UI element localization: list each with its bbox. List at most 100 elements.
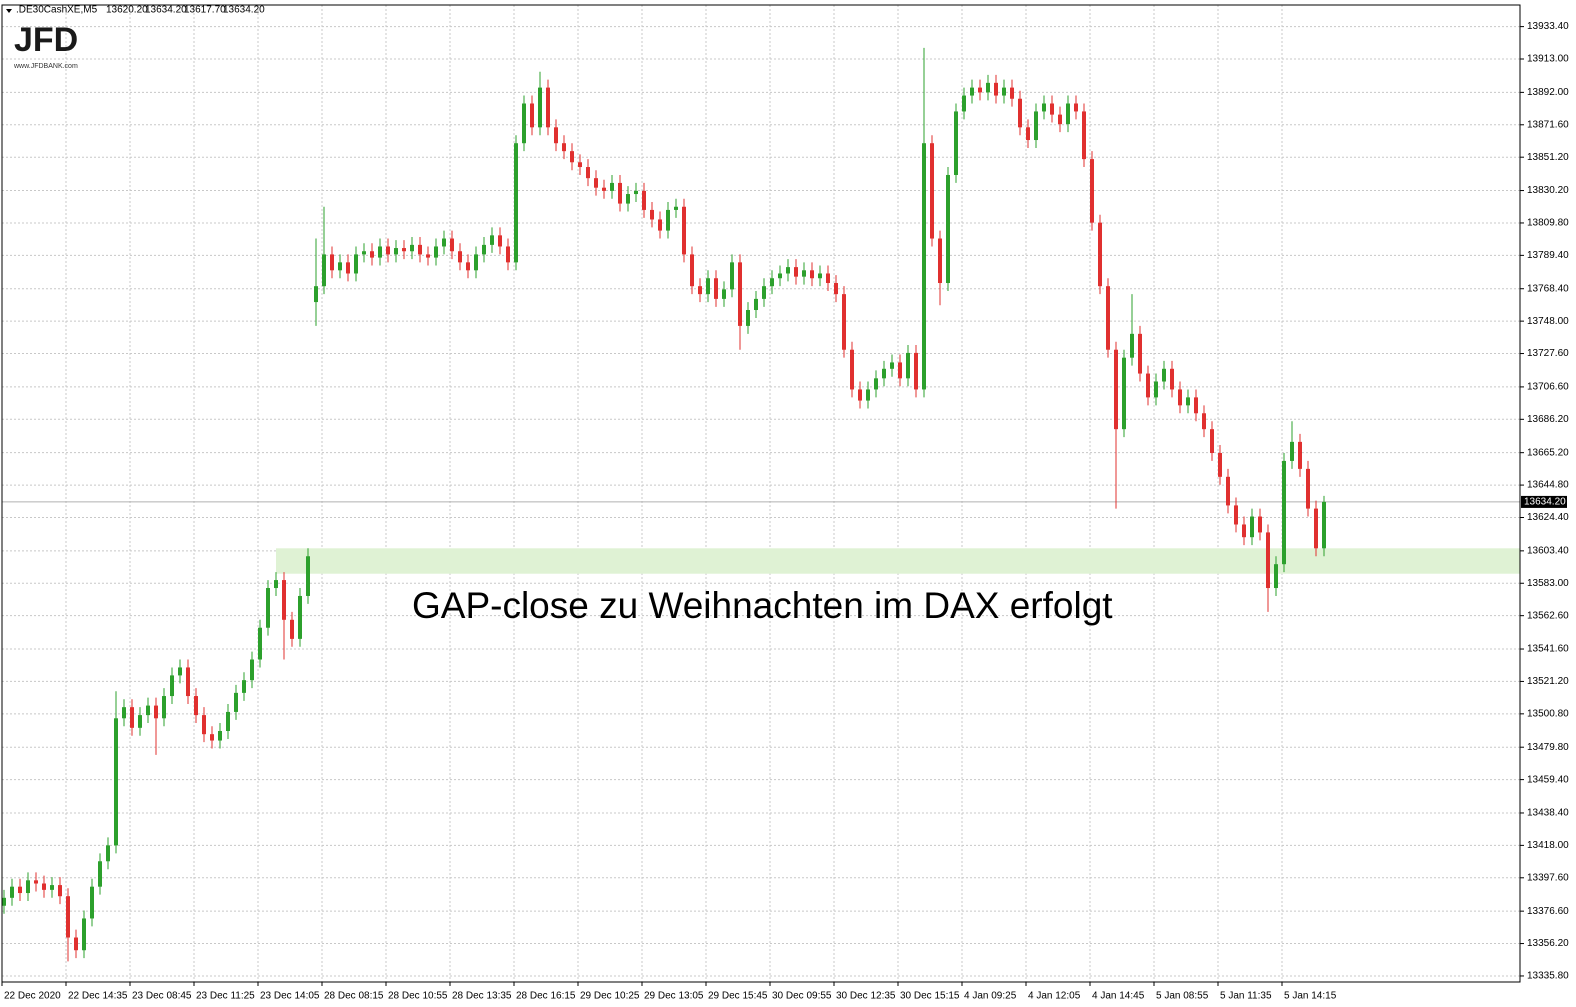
menu-arrow[interactable] <box>6 9 12 13</box>
y-tick-label: 13706.60 <box>1527 382 1569 393</box>
candle-body <box>690 254 694 287</box>
candle-body <box>578 162 582 168</box>
candle-body <box>818 273 822 279</box>
x-tick-label: 30 Dec 09:55 <box>772 991 832 1002</box>
candle-body <box>1090 159 1094 223</box>
candle-body <box>1194 397 1198 414</box>
candle-body <box>1026 127 1030 141</box>
candle-body <box>26 880 30 894</box>
y-tick-label: 13624.40 <box>1527 512 1569 523</box>
candle-body <box>1162 368 1166 382</box>
y-tick-label: 13809.80 <box>1527 218 1569 229</box>
x-tick-label: 29 Dec 13:05 <box>644 991 704 1002</box>
candle-body <box>890 362 894 369</box>
logo-sub: www.JFDBANK.com <box>13 63 78 70</box>
candle-body <box>1058 114 1062 125</box>
candle-body <box>834 283 838 295</box>
candle-body <box>666 209 670 231</box>
candle-body <box>194 696 198 716</box>
candle-body <box>874 378 878 390</box>
candle-body <box>106 845 110 862</box>
x-tick-label: 30 Dec 15:15 <box>900 991 960 1002</box>
plot-frame <box>1 4 1521 983</box>
candle-body <box>314 286 318 303</box>
candle-body <box>42 883 46 890</box>
candle-body <box>858 389 862 401</box>
candle-body <box>1114 349 1118 430</box>
candle-body <box>1010 87 1014 99</box>
y-tick-label: 13644.80 <box>1527 480 1569 491</box>
candle-body <box>554 127 558 144</box>
candle-body <box>618 182 622 204</box>
candle-body <box>1146 373 1150 398</box>
candle-body <box>122 707 126 719</box>
candle-body <box>490 235 494 245</box>
y-tick-label: 13459.40 <box>1527 774 1569 785</box>
candle-body <box>378 246 382 258</box>
candle-body <box>98 861 102 887</box>
y-tick-label: 13397.60 <box>1527 872 1569 883</box>
candle-body <box>338 262 342 271</box>
candle-body <box>234 692 238 712</box>
candle-body <box>922 143 926 390</box>
x-tick-label: 4 Jan 12:05 <box>1028 991 1081 1002</box>
candle-body <box>850 349 854 390</box>
candle-body <box>938 238 942 284</box>
candle-body <box>66 896 70 938</box>
candle-body <box>2 897 6 906</box>
candle-body <box>362 251 366 255</box>
x-tick-label: 28 Dec 10:55 <box>388 991 448 1002</box>
candle-body <box>82 918 86 951</box>
candle-body <box>978 87 982 93</box>
candle-body <box>1306 468 1310 509</box>
candle-body <box>1274 564 1278 589</box>
candle-body <box>274 580 278 589</box>
candle-body <box>914 352 918 390</box>
candle-body <box>906 352 910 379</box>
y-tick-label: 13851.20 <box>1527 152 1569 163</box>
candle-body <box>1322 501 1326 549</box>
candle-body <box>762 286 766 299</box>
candle-body <box>802 270 806 277</box>
candle-body <box>154 705 158 719</box>
candle-body <box>794 267 798 277</box>
candle-body <box>1170 368 1174 390</box>
x-tick-label: 4 Jan 14:45 <box>1092 991 1145 1002</box>
y-tick-label: 13521.20 <box>1527 676 1569 687</box>
candle-body <box>1298 441 1302 469</box>
x-tick-label: 4 Jan 09:25 <box>964 991 1017 1002</box>
candle-body <box>1018 98 1022 128</box>
candle-body <box>434 246 438 258</box>
candle-body <box>562 143 566 152</box>
header-value: 13634.20 <box>145 5 187 16</box>
candle-body <box>698 286 702 295</box>
candle-body <box>162 696 166 719</box>
candle-body <box>610 182 614 191</box>
last-price-box <box>1521 495 1567 508</box>
x-tick-label: 29 Dec 15:45 <box>708 991 768 1002</box>
y-tick-label: 13438.40 <box>1527 808 1569 819</box>
candle-body <box>770 278 774 287</box>
candle-body <box>266 588 270 628</box>
candle-body <box>202 715 206 735</box>
x-tick-label: 23 Dec 08:45 <box>132 991 192 1002</box>
candle-body <box>346 262 350 274</box>
candle-body <box>586 167 590 179</box>
x-tick-label: 23 Dec 11:25 <box>196 991 255 1002</box>
candle-body <box>514 143 518 263</box>
x-tick-label: 29 Dec 10:25 <box>580 991 640 1002</box>
candle-body <box>186 667 190 697</box>
candle-body <box>354 254 358 274</box>
header-value: 13634.20 <box>223 5 265 16</box>
candle-body <box>458 251 462 263</box>
candle-body <box>1042 103 1046 112</box>
x-tick-label: 5 Jan 08:55 <box>1156 991 1209 1002</box>
candle-body <box>410 244 414 252</box>
y-tick-label: 13892.00 <box>1527 87 1569 98</box>
candle-body <box>1210 429 1214 453</box>
candle-body <box>258 627 262 660</box>
candle-body <box>442 238 446 247</box>
logo: JFD <box>14 21 78 59</box>
y-tick-label: 13500.80 <box>1527 708 1569 719</box>
